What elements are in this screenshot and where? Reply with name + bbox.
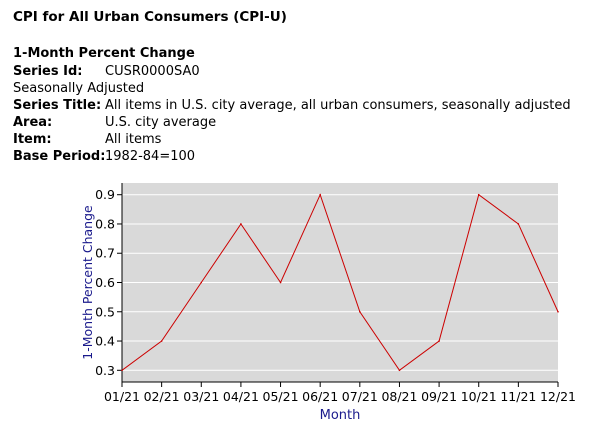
series-id-label: Series Id: (13, 64, 83, 79)
data-point (200, 281, 203, 284)
series-line (121, 193, 559, 372)
x-tick-label: 10/21 (461, 389, 497, 404)
y-axis-title: 1-Month Percent Change (80, 205, 95, 360)
gridlines (122, 194, 558, 371)
data-point (240, 223, 242, 225)
y-tick-label: 0.4 (95, 334, 115, 349)
area-value: U.S. city average (105, 115, 217, 130)
adjustment-row: Seasonally Adjusted (13, 80, 571, 97)
y-tick-label: 0.5 (95, 304, 115, 319)
x-tick-label: 08/21 (381, 389, 417, 404)
page-title: CPI for All Urban Consumers (CPI-U) (13, 9, 287, 25)
data-point (359, 310, 361, 313)
data-point (398, 369, 401, 372)
adjustment-value: Seasonally Adjusted (13, 81, 145, 96)
series-title-value: All items in U.S. city average, all urba… (105, 98, 571, 113)
data-point (477, 193, 480, 196)
series-id-row: Series Id: CUSR0000SA0 (13, 63, 571, 80)
x-tick-label: 09/21 (421, 389, 457, 404)
base-period-label: Base Period: (13, 149, 106, 164)
data-point (160, 340, 163, 342)
x-tick-label: 11/21 (500, 389, 536, 404)
x-tick-label: 05/21 (263, 389, 299, 404)
x-tick-label: 02/21 (144, 389, 180, 404)
item-label: Item: (13, 132, 52, 147)
y-axis-ticks: 0.3 0.4 0.5 0.6 0.7 0.8 0.9 (95, 187, 122, 378)
x-tick-label: 06/21 (302, 389, 338, 404)
item-value: All items (105, 132, 162, 147)
y-tick-label: 0.3 (95, 363, 115, 378)
y-tick-label: 0.6 (95, 275, 115, 290)
section-title: 1-Month Percent Change (13, 46, 195, 61)
data-point (279, 281, 282, 284)
x-tick-label: 12/21 (540, 389, 576, 404)
series-title-label: Series Title: (13, 98, 102, 113)
data-point (319, 193, 321, 196)
x-tick-label: 03/21 (183, 389, 219, 404)
item-row: Item: All items (13, 131, 571, 148)
base-period-value: 1982-84=100 (105, 149, 196, 164)
x-tick-label: 07/21 (342, 389, 378, 404)
series-id-value: CUSR0000SA0 (105, 64, 200, 79)
data-point (517, 223, 520, 225)
x-tick-label: 01/21 (104, 389, 140, 404)
base-period-row: Base Period:1982-84=100 (13, 148, 571, 165)
y-tick-label: 0.7 (95, 246, 115, 261)
area-row: Area: U.S. city average (13, 114, 571, 131)
x-axis-ticks: 01/21 02/21 03/21 04/21 05/21 06/21 07/21 08/21… (104, 382, 576, 404)
series-title-row: Series Title: All items in U.S. city aver… (13, 97, 571, 114)
series-metadata: Series Id: CUSR0000SA0 Seasonally Adjuste… (13, 63, 571, 165)
data-point (438, 340, 440, 342)
x-tick-label: 04/21 (223, 389, 259, 404)
data-point (557, 310, 559, 313)
data-point (121, 369, 123, 372)
area-label: Area: (13, 115, 53, 130)
x-axis-title: Month (320, 408, 361, 423)
y-tick-label: 0.8 (95, 216, 115, 231)
y-tick-label: 0.9 (95, 187, 115, 202)
